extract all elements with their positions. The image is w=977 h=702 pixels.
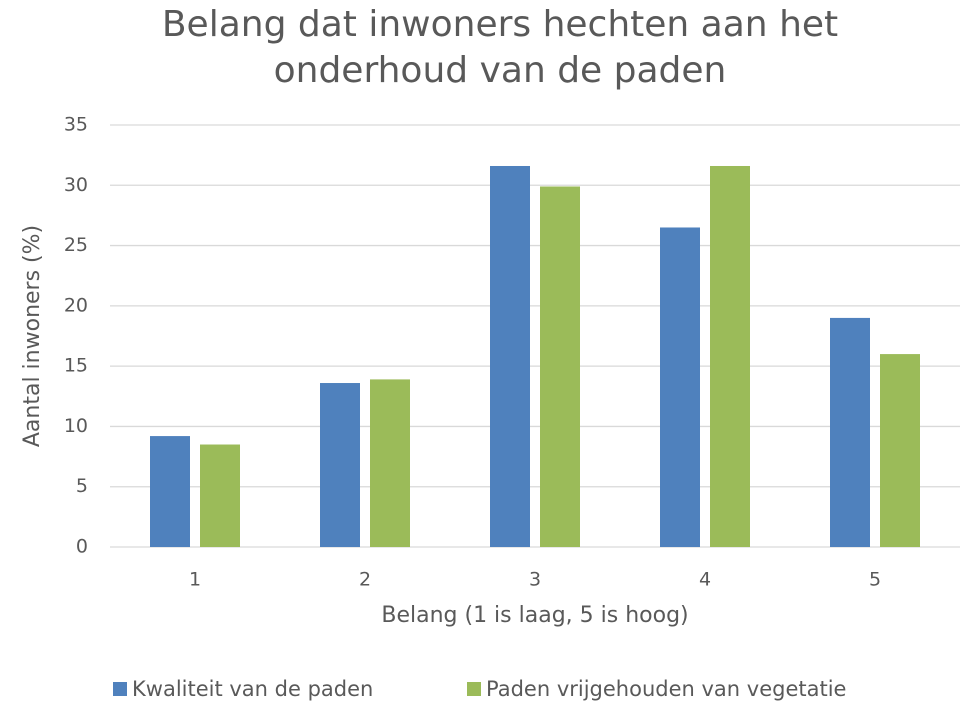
legend-label: Kwaliteit van de paden	[132, 677, 373, 701]
bar	[200, 444, 240, 547]
y-tick-label: 35	[64, 114, 88, 136]
legend-swatch	[467, 682, 481, 696]
x-tick-label: 4	[699, 569, 711, 591]
chart-title: Belang dat inwoners hechten aan het onde…	[161, 4, 839, 91]
x-tick-label: 3	[529, 569, 541, 591]
x-tick-label: 1	[189, 569, 201, 591]
bar	[370, 379, 410, 547]
y-tick-label: 25	[64, 234, 88, 256]
x-axis-label: Belang (1 is laag, 5 is hoog)	[381, 603, 688, 628]
y-tick-label: 10	[64, 415, 88, 437]
legend-label: Paden vrijgehouden van vegetatie	[486, 677, 846, 701]
y-tick-label: 15	[64, 355, 88, 377]
y-tick-label: 20	[64, 294, 88, 316]
legend-swatch	[113, 682, 127, 696]
bar	[490, 165, 530, 547]
x-tick-label: 2	[359, 569, 371, 591]
bar	[880, 354, 920, 547]
y-tick-label: 30	[64, 174, 88, 196]
bar	[660, 227, 700, 547]
y-tick-label: 0	[76, 536, 88, 558]
y-axis-label: Aantal inwoners (%)	[20, 225, 45, 447]
y-tick-label: 5	[76, 475, 88, 497]
bar	[540, 186, 580, 547]
bar	[710, 165, 750, 547]
x-tick-label: 5	[869, 569, 881, 591]
bar	[320, 383, 360, 547]
bar	[830, 317, 870, 547]
bar	[150, 436, 190, 547]
